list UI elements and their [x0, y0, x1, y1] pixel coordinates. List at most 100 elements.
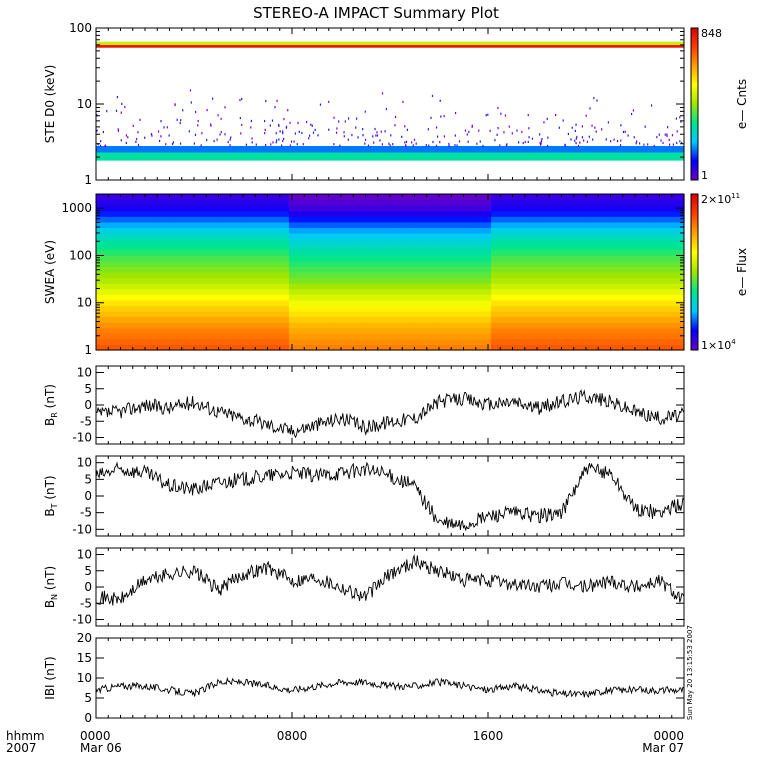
heatmap-cell	[546, 299, 556, 307]
heatmap-cell	[454, 294, 465, 301]
heatmap-cell	[353, 260, 364, 268]
heatmap-cell	[610, 199, 621, 206]
heatmap-cell	[334, 277, 345, 284]
heatmap-cell	[362, 221, 373, 229]
count-cell	[278, 123, 280, 127]
heatmap-cell	[96, 294, 106, 301]
heatmap-cell	[656, 305, 667, 312]
heatmap-cell	[628, 338, 639, 346]
heatmap-cell	[243, 194, 253, 201]
heatmap-cell	[380, 283, 391, 290]
heatmap-cell	[114, 205, 125, 212]
heatmap-cell	[399, 272, 409, 279]
count-cell	[255, 143, 257, 146]
heatmap-cell	[472, 249, 483, 256]
heatmap-cell	[224, 327, 235, 334]
count-cell	[374, 127, 376, 131]
count-cell	[179, 121, 181, 125]
count-cell	[620, 124, 622, 127]
heatmap-cell	[638, 199, 648, 206]
heatmap-cell	[417, 266, 428, 273]
heatmap-cell	[417, 272, 428, 279]
heatmap-cell	[390, 316, 400, 323]
heatmap-cell	[279, 249, 290, 256]
heatmap-cell	[316, 333, 327, 340]
heatmap-cell	[325, 199, 336, 206]
heatmap-cell	[491, 344, 501, 351]
heatmap-cell	[298, 283, 308, 290]
heatmap-cell	[215, 316, 226, 323]
count-cell	[289, 144, 291, 147]
count-cell	[411, 141, 413, 144]
heatmap-cell	[426, 255, 437, 262]
count-cell	[287, 109, 289, 112]
heatmap-cell	[472, 199, 483, 206]
heatmap-cell	[601, 244, 612, 251]
heatmap-cell	[619, 205, 630, 212]
heatmap-cell	[564, 299, 575, 307]
heatmap-cell	[656, 299, 667, 307]
heatmap-cell	[279, 199, 290, 206]
heatmap-cell	[619, 227, 630, 234]
heatmap-cell	[298, 244, 308, 251]
heatmap-cell	[592, 194, 602, 201]
heatmap-cell	[610, 210, 621, 217]
heatmap-cell	[638, 272, 648, 279]
heatmap-cell	[527, 344, 538, 351]
count-cell	[540, 140, 543, 143]
heatmap-cell	[206, 344, 217, 351]
heatmap-cells	[96, 41, 684, 161]
heatmap-cell	[132, 266, 143, 273]
heatmap-cell	[619, 288, 630, 295]
heatmap-cell	[344, 255, 354, 262]
heatmap-cell	[491, 333, 501, 340]
heatmap-cell	[114, 227, 125, 234]
heatmap-cell	[206, 294, 217, 301]
count-cell	[298, 130, 300, 134]
heatmap-cell	[187, 244, 198, 251]
heatmap-cell	[537, 266, 547, 273]
heatmap-cell	[610, 333, 621, 340]
heatmap-cell	[141, 210, 152, 217]
heatmap-cell	[197, 210, 207, 217]
heatmap-cell	[96, 338, 106, 346]
heatmap-cell	[123, 194, 134, 201]
count-cell	[607, 121, 609, 124]
count-cell	[589, 107, 591, 110]
heatmap-cell	[509, 255, 520, 262]
heatmap-cell	[160, 299, 171, 307]
count-cell	[539, 141, 541, 144]
heatmap-cell	[325, 344, 336, 351]
heatmap-cell	[509, 221, 520, 229]
heatmap-cell	[270, 283, 281, 290]
heatmap-cell	[261, 316, 272, 323]
heatmap-cell	[601, 322, 612, 329]
heatmap-cell	[463, 288, 474, 295]
heatmap-cell	[481, 327, 492, 334]
count-cell	[376, 131, 378, 134]
heatmap-cell	[408, 316, 419, 323]
heatmap-cell	[233, 288, 244, 295]
heatmap-cell	[656, 249, 667, 256]
heatmap-cell	[316, 238, 327, 245]
heatmap-cell	[362, 199, 373, 206]
heatmap-cell	[426, 244, 437, 251]
heatmap-cell	[215, 199, 226, 206]
heatmap-cell	[390, 249, 400, 256]
heatmap-cell	[380, 338, 391, 346]
heatmap-cell	[298, 233, 308, 240]
colorbar-min-label: 1×104	[701, 338, 736, 352]
heatmap-cell	[491, 322, 501, 329]
count-cell	[338, 120, 340, 123]
heatmap-cell	[380, 255, 391, 262]
count-cell	[211, 97, 214, 100]
y-tick-label: 15	[77, 651, 92, 665]
heatmap-cell	[463, 216, 474, 223]
heatmap-cell	[261, 266, 272, 273]
count-cell	[630, 112, 633, 116]
heatmap-cell	[582, 288, 593, 295]
heatmap-cell	[656, 283, 667, 290]
heatmap-cell	[518, 277, 529, 284]
